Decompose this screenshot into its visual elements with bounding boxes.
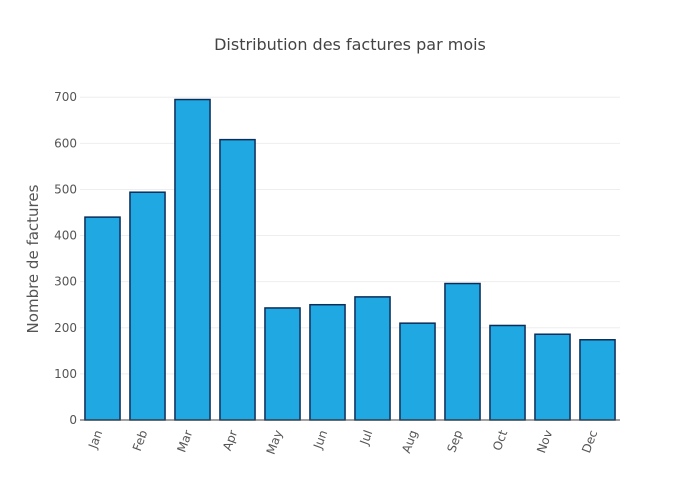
y-tick-label: 100 xyxy=(54,367,77,381)
y-tick-label: 300 xyxy=(54,275,77,289)
bar-jan xyxy=(84,216,121,421)
bar-dec xyxy=(579,339,616,421)
x-tick-label: Feb xyxy=(130,428,150,453)
bar-feb xyxy=(129,191,166,421)
x-axis-ticks: Jan Feb Mar Apr May Jun Jul Aug Sep Oct Nov Dec xyxy=(85,428,600,456)
gridlines xyxy=(80,96,620,375)
x-tick-label: Oct xyxy=(490,428,510,453)
y-tick-label: 700 xyxy=(54,90,77,104)
bar-apr xyxy=(219,138,256,421)
x-tick-label: Jan xyxy=(85,428,105,451)
bar-jun xyxy=(309,303,346,421)
bar-oct xyxy=(489,324,526,421)
bar-mar xyxy=(174,98,211,421)
x-tick-label: May xyxy=(264,428,286,456)
y-tick-label: 600 xyxy=(54,136,77,150)
x-tick-label: Aug xyxy=(399,428,420,455)
y-tick-label: 200 xyxy=(54,321,77,335)
x-tick-label: Mar xyxy=(174,428,195,454)
x-tick-label: Dec xyxy=(579,428,600,455)
x-tick-label: Sep xyxy=(444,428,465,454)
bar-jul xyxy=(354,296,391,421)
bar-may xyxy=(264,307,301,421)
y-tick-label: 0 xyxy=(69,413,77,427)
x-tick-label: Jun xyxy=(310,428,330,451)
x-tick-label: Nov xyxy=(534,428,555,455)
y-tick-label: 400 xyxy=(54,229,77,243)
bar-aug xyxy=(399,322,436,421)
x-tick-label: Apr xyxy=(220,428,240,452)
bars xyxy=(84,98,616,421)
y-axis-title: Nombre de factures xyxy=(24,184,42,333)
y-axis-ticks: 0 100 200 300 400 500 600 700 xyxy=(54,90,77,427)
x-tick-label: Jul xyxy=(357,428,375,447)
bar-sep xyxy=(444,282,481,421)
bar-nov xyxy=(534,333,571,421)
y-tick-label: 500 xyxy=(54,182,77,196)
chart-title: Distribution des factures par mois xyxy=(214,35,486,54)
